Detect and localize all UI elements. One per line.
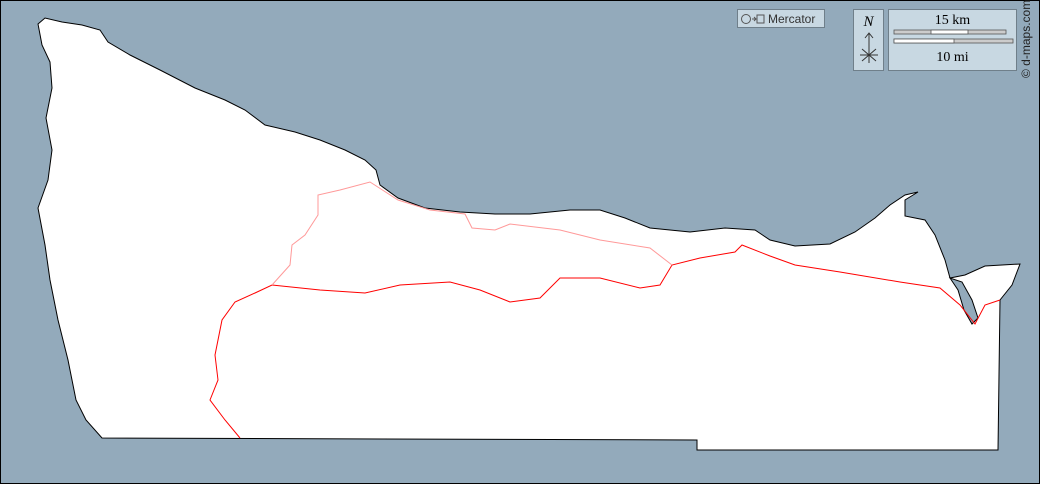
scale-bars bbox=[893, 29, 1014, 44]
north-label: N bbox=[863, 14, 874, 30]
north-arrow: N bbox=[853, 9, 884, 71]
lagoon bbox=[948, 277, 979, 325]
credit-text: © d-maps.com bbox=[1019, 0, 1033, 78]
circle-to-square-icon bbox=[741, 13, 765, 24]
district-border-minor bbox=[271, 181, 673, 286]
projection-badge: Mercator bbox=[737, 9, 825, 28]
projection-label: Mercator bbox=[768, 11, 816, 26]
district-border-major bbox=[209, 244, 1001, 439]
scale-km-label: 15 km bbox=[934, 13, 971, 28]
scale-bar: 15 km 10 mi bbox=[888, 9, 1017, 71]
land-area bbox=[37, 17, 1021, 451]
compass-icon bbox=[859, 32, 878, 63]
scale-mi-label: 10 mi bbox=[936, 50, 969, 65]
